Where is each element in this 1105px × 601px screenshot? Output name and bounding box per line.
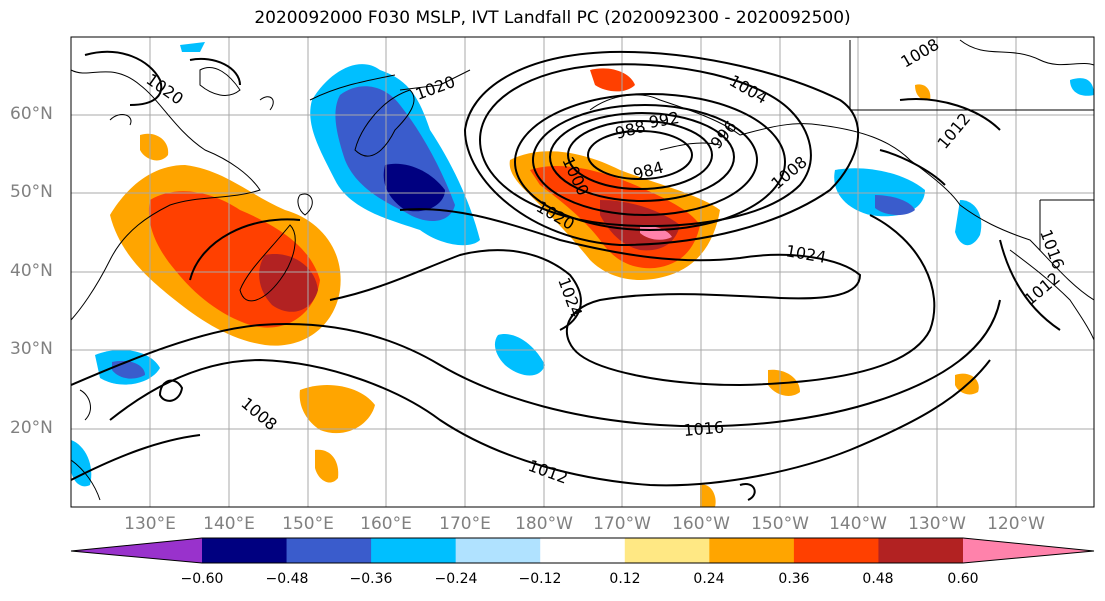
- lon-label: 130°E: [124, 514, 176, 534]
- colorbar-swatch: [371, 538, 457, 563]
- isobar-label: 1016: [683, 418, 725, 440]
- mslp-isobars: [71, 50, 1061, 501]
- colorbar-tick-label: 0.12: [609, 571, 641, 587]
- colorbar-swatch: [540, 538, 626, 563]
- lon-label: 130°W: [908, 514, 966, 534]
- colorbar-swatch: [624, 538, 710, 563]
- colorbar-swatch: [793, 538, 879, 563]
- graticule: [71, 37, 1094, 507]
- colorbar-swatch: [286, 538, 372, 563]
- lon-label: 150°E: [282, 514, 334, 534]
- lon-label: 180°W: [515, 514, 573, 534]
- colorbar-tick-label: 0.48: [862, 571, 894, 587]
- lon-label: 140°E: [203, 514, 255, 534]
- lat-label: 60°N: [10, 104, 53, 124]
- colorbar-tick-label: −0.48: [265, 571, 309, 587]
- ivt-shading-negative: [71, 42, 1094, 487]
- lon-label: 160°E: [360, 514, 412, 534]
- colorbar-tick-label: −0.24: [434, 571, 478, 587]
- lon-label: 120°W: [987, 514, 1045, 534]
- coastlines: [71, 39, 1094, 501]
- colorbar-tick-label: −0.36: [349, 571, 393, 587]
- lat-label: 20°N: [10, 418, 53, 438]
- colorbar-tick-label: 0.36: [778, 571, 810, 587]
- colorbar: [70, 537, 1095, 564]
- colorbar-tick-label: 0.24: [693, 571, 725, 587]
- lat-label: 40°N: [10, 261, 53, 281]
- colorbar-tick-label: −0.12: [518, 571, 562, 587]
- page-title: 2020092000 F030 MSLP, IVT Landfall PC (2…: [254, 8, 851, 28]
- lat-label: 30°N: [10, 339, 53, 359]
- colorbar-swatch: [202, 538, 288, 563]
- lon-label: 170°E: [439, 514, 491, 534]
- colorbar-swatch: [709, 538, 795, 563]
- colorbar-swatch: [878, 538, 964, 563]
- lat-label: 50°N: [10, 182, 53, 202]
- colorbar-tick-label: 0.60: [947, 571, 979, 587]
- lon-label: 160°W: [672, 514, 730, 534]
- colorbar-extend-low: [71, 538, 202, 563]
- map-frame: [70, 36, 1095, 508]
- lon-label: 150°W: [751, 514, 809, 534]
- colorbar-tick-label: −0.60: [180, 571, 224, 587]
- lon-label: 170°W: [593, 514, 651, 534]
- colorbar-swatch: [455, 538, 541, 563]
- lon-label: 140°W: [829, 514, 887, 534]
- colorbar-extend-high: [963, 538, 1094, 563]
